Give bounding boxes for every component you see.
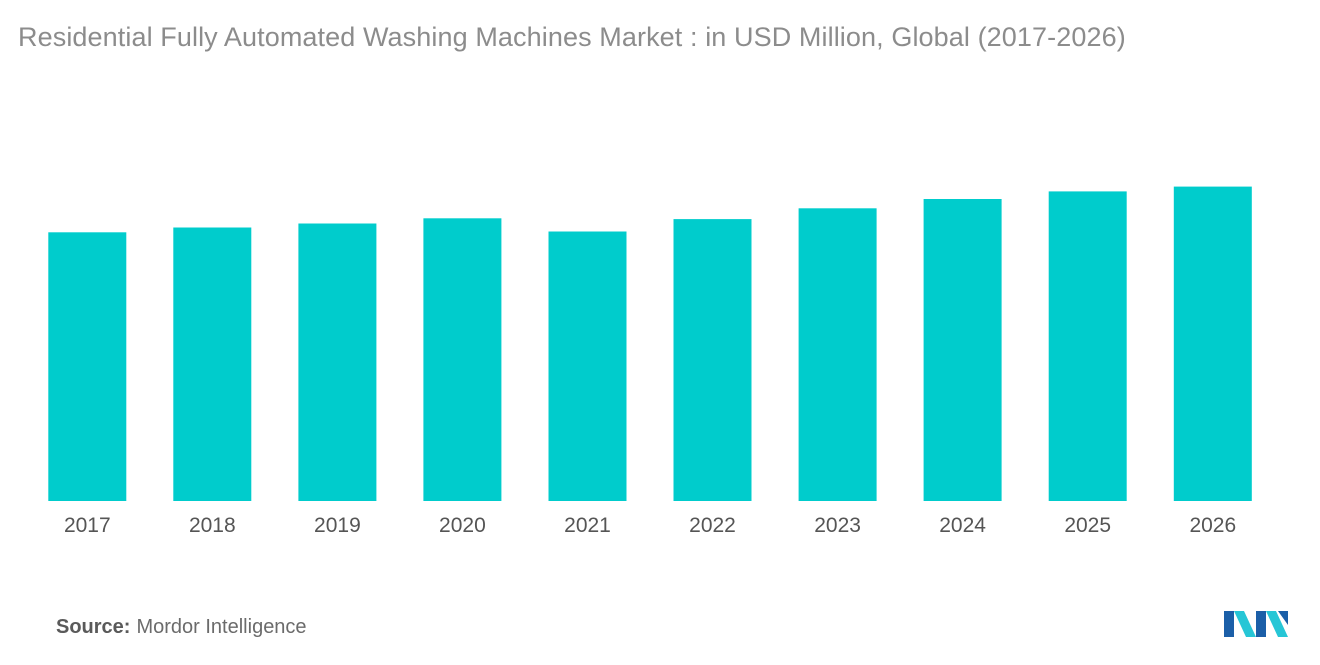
bar-2018 (173, 227, 252, 501)
bar-2024 (923, 199, 1002, 501)
bar-2019 (298, 223, 377, 501)
x-tick-label: 2021 (564, 514, 611, 537)
bar-2026 (1173, 186, 1252, 501)
mordor-intelligence-logo-icon (1224, 611, 1288, 637)
x-tick-label: 2017 (64, 514, 111, 537)
chart-title: Residential Fully Automated Washing Mach… (18, 22, 1126, 52)
source-note: Source: Mordor Intelligence (56, 616, 307, 639)
bar-2017 (48, 232, 127, 502)
source-value: Mordor Intelligence (136, 616, 307, 638)
bar-2023 (798, 208, 877, 502)
x-tick-label: 2020 (439, 514, 486, 537)
bar-2022 (673, 219, 752, 501)
x-tick-label: 2019 (314, 514, 361, 537)
bar-2020 (423, 218, 502, 502)
x-tick-labels: 2017 2018 2019 2020 2021 2022 2023 2024 2025 2026 (64, 514, 1236, 537)
source-label: Source: (56, 616, 131, 638)
x-tick-label: 2024 (939, 514, 986, 537)
x-tick-label: 2026 (1189, 514, 1236, 537)
x-tick-label: 2025 (1064, 514, 1111, 537)
x-tick-label: 2022 (689, 514, 736, 537)
x-tick-label: 2018 (189, 514, 236, 537)
bars-group (48, 186, 1252, 502)
bar-chart: 2017 2018 2019 2020 2021 2022 2023 2024 2025 2026 (48, 186, 1252, 537)
bar-2025 (1048, 191, 1127, 501)
bar-2021 (548, 231, 627, 501)
x-tick-label: 2023 (814, 514, 861, 537)
